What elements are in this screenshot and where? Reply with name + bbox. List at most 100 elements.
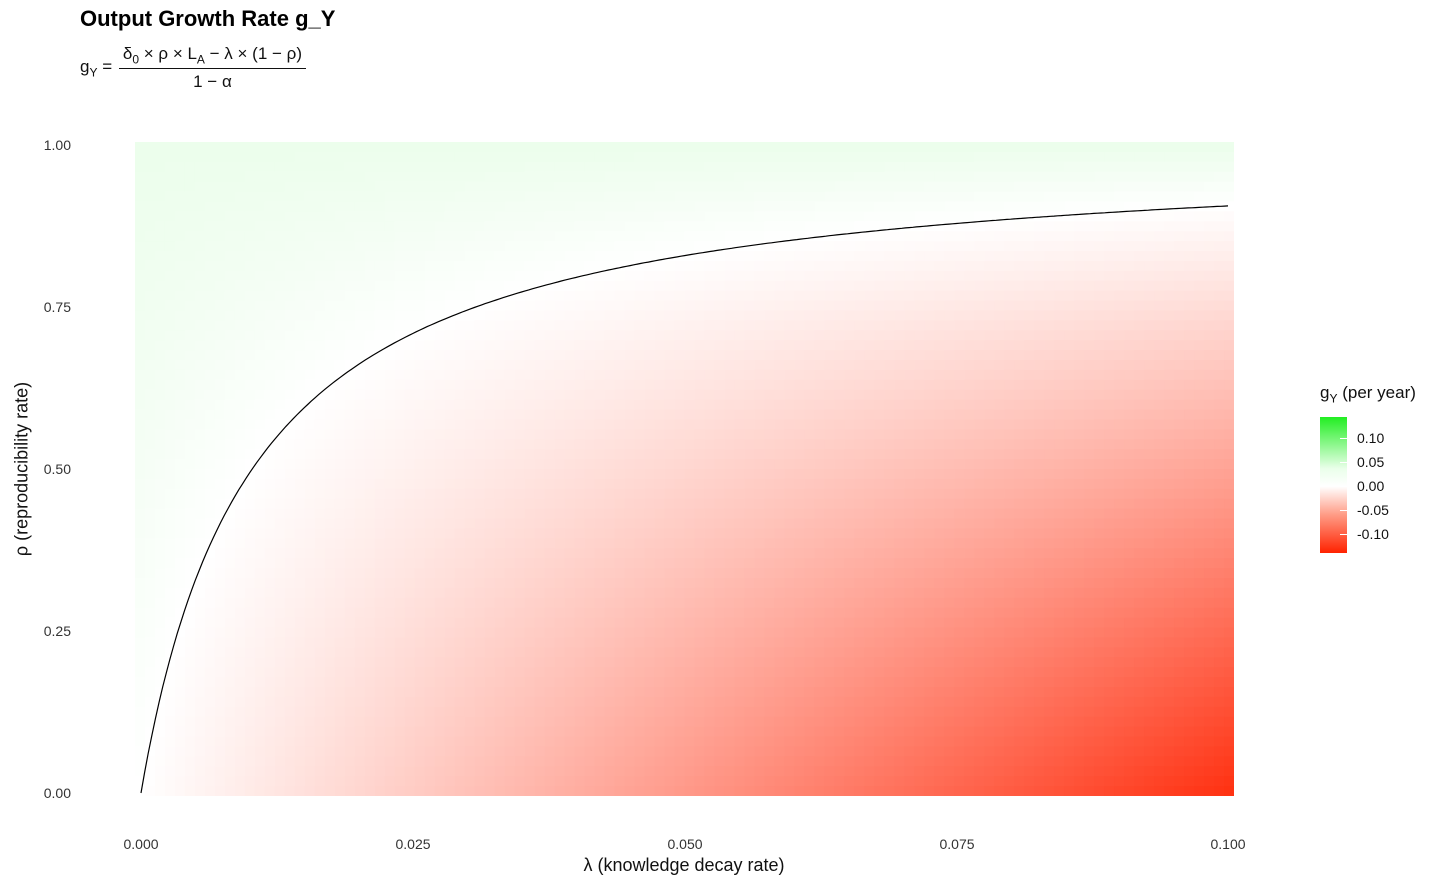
heatmap-cell [504,756,516,767]
heatmap-cell [774,151,786,163]
heatmap-cell [844,706,855,718]
heatmap-cell [154,419,166,430]
heatmap-cell [474,369,486,381]
heatmap-cell [194,330,206,341]
heatmap-cell [494,548,506,559]
heatmap-cell [204,667,216,678]
heatmap-cell [674,340,686,351]
heatmap-cell [484,786,496,796]
heatmap-cell [484,578,496,589]
heatmap-cell [604,161,616,173]
heatmap-cell [874,171,885,183]
heatmap-cell [324,280,336,292]
heatmap-cell [694,677,706,688]
heatmap-cell [194,558,206,569]
heatmap-cell [464,231,476,242]
heatmap-cell [274,716,286,728]
heatmap-cell [644,161,656,173]
heatmap-cell [784,597,795,609]
heatmap-cell [214,508,226,520]
heatmap-cell [624,142,636,153]
heatmap-cell [444,241,456,252]
heatmap-cell [324,310,336,321]
heatmap-cell [364,419,376,430]
heatmap-cell [324,251,336,262]
heatmap-cell [634,548,646,559]
heatmap-cell [804,716,815,728]
heatmap-cell [354,161,366,173]
heatmap-cell [534,211,546,222]
heatmap-cell [824,786,835,796]
heatmap-cell [784,350,795,361]
heatmap-cell [444,587,456,599]
heatmap-cell [334,369,346,381]
heatmap-cell [644,211,656,222]
heatmap-cell [864,667,875,678]
heatmap-cell [224,369,236,381]
heatmap-cell [464,419,476,430]
heatmap-cell [374,776,386,787]
heatmap-cell [404,667,416,678]
heatmap-cell [224,667,236,678]
heatmap-cell [524,181,536,193]
heatmap-cell [444,548,456,559]
heatmap-cell [154,766,166,777]
heatmap-cell [204,211,216,222]
heatmap-cell [724,637,736,648]
heatmap-cell [204,469,216,480]
heatmap-cell [734,340,746,351]
heatmap-cell [294,696,306,708]
heatmap-cell [474,667,486,678]
heatmap-cell [164,270,176,282]
heatmap-cell [544,746,556,757]
heatmap-cell [374,369,386,381]
heatmap-cell [204,528,216,539]
heatmap-cell [654,677,666,688]
heatmap-cell [484,657,496,668]
heatmap-cell [664,379,676,391]
heatmap-cell [874,449,885,460]
heatmap-cell [294,320,306,331]
heatmap-cell [424,142,436,153]
heatmap-cell [184,667,196,678]
heatmap-cell [244,687,256,698]
heatmap-cell [344,419,356,430]
heatmap-cell [154,508,166,520]
heatmap-cell [184,369,196,381]
heatmap-cell [324,677,336,688]
heatmap-cell [654,260,666,272]
heatmap-cell [664,300,676,312]
heatmap-cell [554,736,566,748]
heatmap-cell [304,469,316,480]
heatmap-cell [324,627,336,639]
heatmap-cell [294,667,306,678]
heatmap-cell [454,578,466,589]
heatmap-cell [784,726,795,738]
heatmap-cell [674,647,686,658]
heatmap-cell [184,726,196,738]
heatmap-cell [694,716,706,728]
heatmap-cell [664,241,676,252]
heatmap-cell [384,587,396,599]
heatmap-cell [754,558,766,569]
heatmap-cell [514,776,526,787]
heatmap-cell [824,538,835,549]
heatmap-cell [434,310,446,321]
heatmap-cell [384,300,396,312]
heatmap-cell [624,459,636,470]
heatmap-cell [224,716,236,728]
heatmap-cell [814,597,825,609]
heatmap-cell [584,716,596,728]
heatmap-cell [244,251,256,262]
heatmap-cell [354,171,366,183]
heatmap-cell [194,211,206,222]
heatmap-cell [504,211,516,222]
heatmap-cell [494,538,506,549]
heatmap-cell [374,647,386,658]
heatmap-cell [174,231,186,242]
heatmap-cell [284,300,296,312]
heatmap-cell [284,399,296,411]
heatmap-cell [414,716,426,728]
heatmap-cell [724,587,736,599]
heatmap-cell [284,369,296,381]
